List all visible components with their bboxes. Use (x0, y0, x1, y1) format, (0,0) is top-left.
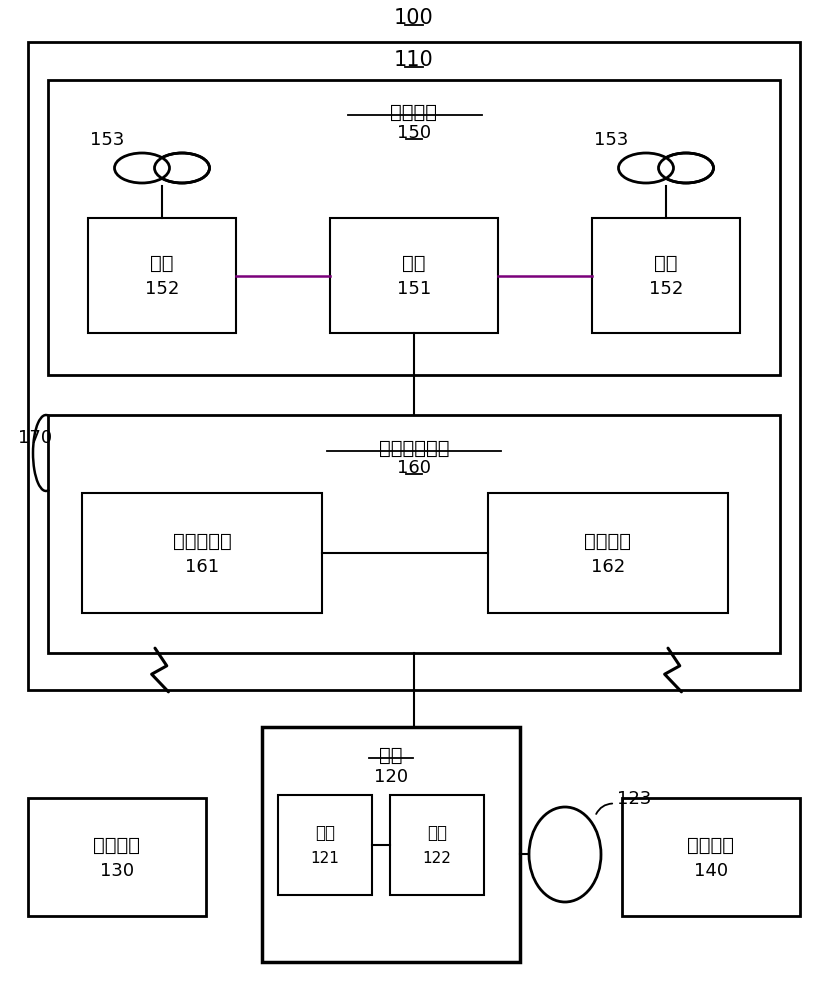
Ellipse shape (618, 153, 672, 183)
Text: 152: 152 (145, 280, 179, 298)
Bar (28, 798, 206, 916)
Text: 操纵设备: 操纵设备 (686, 835, 734, 854)
Text: 电机: 电机 (653, 254, 677, 273)
Bar (487, 493, 727, 613)
Text: 122: 122 (422, 851, 451, 866)
Text: 动力系统: 动力系统 (390, 103, 437, 122)
Ellipse shape (657, 153, 713, 183)
Text: 110: 110 (394, 50, 433, 70)
Bar (330, 218, 497, 333)
Text: 162: 162 (590, 558, 624, 576)
Ellipse shape (155, 153, 209, 183)
Text: 170: 170 (18, 429, 52, 447)
Text: 152: 152 (648, 280, 682, 298)
Text: 飞行控制器: 飞行控制器 (172, 532, 231, 550)
FancyArrowPatch shape (595, 804, 611, 814)
Text: 100: 100 (394, 8, 433, 28)
Bar (82, 493, 322, 613)
Bar (261, 727, 519, 962)
Bar (390, 795, 484, 895)
Text: 160: 160 (396, 459, 431, 477)
Text: 140: 140 (693, 862, 727, 880)
Bar (48, 80, 779, 375)
Bar (88, 218, 236, 333)
Bar (278, 795, 371, 895)
Text: 161: 161 (184, 558, 219, 576)
Bar (621, 798, 799, 916)
Bar (591, 218, 739, 333)
Text: 电调: 电调 (402, 254, 425, 273)
Bar (28, 42, 799, 690)
Ellipse shape (528, 807, 600, 902)
Text: 150: 150 (396, 124, 431, 142)
Text: 飞行控制系统: 飞行控制系统 (378, 438, 449, 458)
Text: 120: 120 (374, 768, 408, 786)
Ellipse shape (114, 153, 170, 183)
Text: 153: 153 (90, 131, 124, 149)
Text: 电机: 电机 (427, 824, 447, 842)
Text: 153: 153 (593, 131, 628, 149)
Text: 121: 121 (310, 851, 339, 866)
Text: 电机: 电机 (150, 254, 174, 273)
Text: 云台: 云台 (379, 745, 402, 764)
Text: 显示设备: 显示设备 (93, 835, 141, 854)
Text: 151: 151 (396, 280, 431, 298)
Text: 电调: 电调 (314, 824, 335, 842)
Text: 123: 123 (616, 790, 651, 808)
Text: 传感系统: 传感系统 (584, 532, 631, 550)
Bar (48, 415, 779, 653)
Text: 130: 130 (100, 862, 134, 880)
